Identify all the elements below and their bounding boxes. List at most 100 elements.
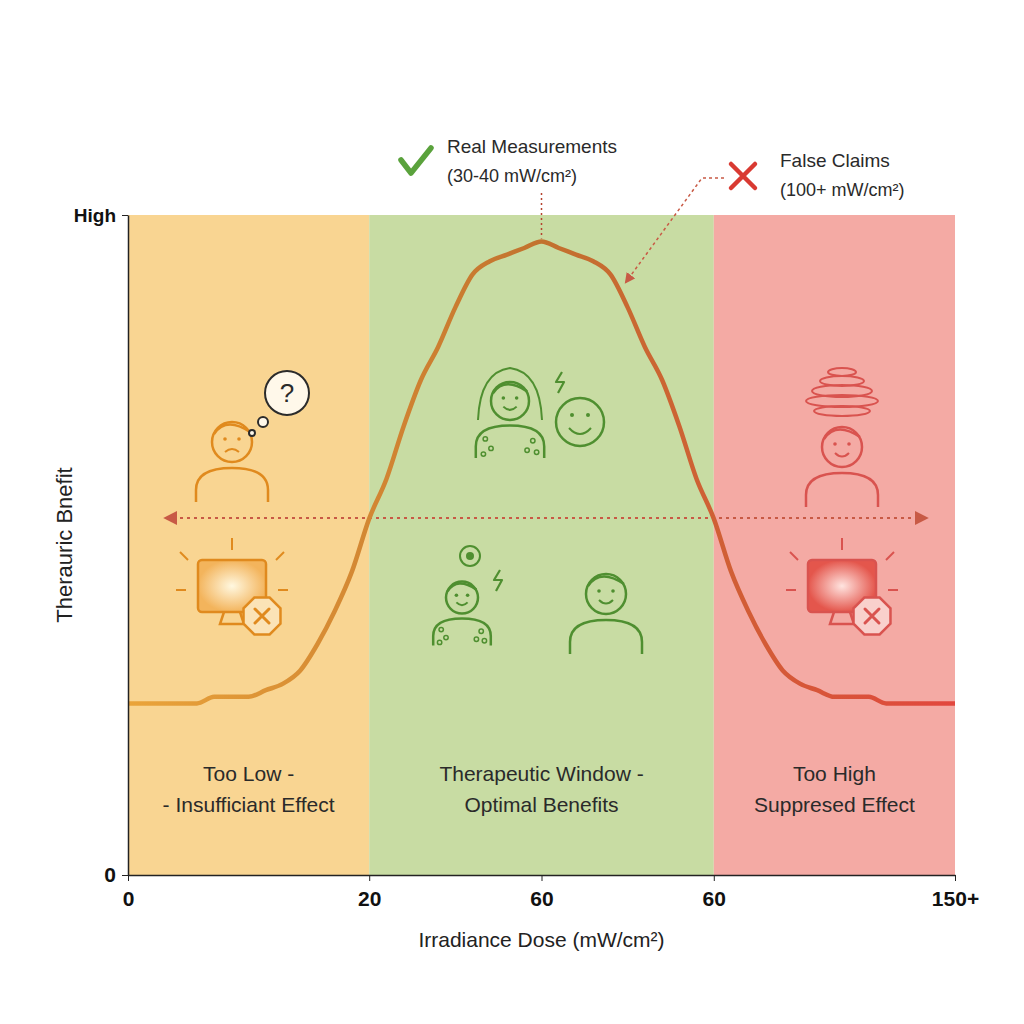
annotation-text: (30-40 mW/cm²): [447, 166, 577, 186]
icon-body: [196, 468, 268, 502]
icon-arc: [478, 368, 542, 420]
icon-hair: [448, 584, 477, 592]
icon-head: [212, 422, 252, 462]
icon-dot: [531, 439, 535, 443]
icon-mouth: [225, 449, 239, 452]
x-tick-label: 0: [123, 887, 135, 910]
icon-badge-x: [255, 609, 269, 623]
icon-swirl: [828, 368, 856, 376]
zone-band: [714, 215, 955, 875]
x-tick-label: 60: [703, 887, 726, 910]
thought-bubble: [258, 417, 268, 427]
icon-head: [491, 382, 529, 420]
icon-eye: [611, 589, 615, 593]
x-axis-title: Irradiance Dose (mW/cm²): [418, 928, 664, 951]
icon-eye: [847, 442, 851, 446]
icon-eye: [223, 437, 227, 441]
x-tick: 20: [358, 875, 381, 910]
x-tick: 60: [703, 875, 726, 910]
icon-head: [446, 582, 478, 614]
icon-eye: [455, 593, 459, 597]
icon-eye: [515, 396, 519, 400]
icon-bolt: [494, 570, 502, 591]
icon-badge-x: [865, 609, 879, 623]
chart-svg: 0 20 60 60 150+ 0 High Irradiance Dose (mW/cm²)…: [0, 0, 1024, 1024]
icon-ray: [231, 538, 233, 550]
annotation-pointer: [626, 178, 724, 282]
y-tick-mark: [122, 215, 128, 216]
icon-dot: [483, 437, 487, 441]
x-tick-mark: [128, 875, 129, 881]
icon-mouth: [569, 428, 591, 434]
icon-dot: [474, 637, 478, 641]
x-tick-label: 60: [530, 887, 553, 910]
thought-mark: ?: [280, 378, 294, 408]
icon-hair: [214, 424, 250, 434]
icon-badge: [244, 598, 281, 635]
y-tick-mark: [122, 875, 128, 876]
zone-label: - Insufficiant Effect: [163, 793, 335, 816]
icon-mouth: [503, 407, 516, 410]
weak-device: [176, 538, 288, 634]
icon-mouth: [456, 602, 467, 605]
annotation-text: (100+ mW/cm²): [780, 180, 905, 200]
zone-label: Therapeutic Window -: [439, 762, 643, 785]
y-tick: High: [74, 205, 128, 226]
icon-eye: [833, 442, 837, 446]
icon-ray: [180, 552, 188, 560]
icon-dot: [534, 450, 538, 454]
chart-root: 0 20 60 60 150+ 0 High Irradiance Dose (mW/cm²)…: [0, 0, 1024, 1024]
x-axis: 0 20 60 60 150+: [123, 875, 980, 910]
icon-hair: [588, 576, 624, 586]
x-tick-mark: [955, 875, 956, 881]
icon-body: [570, 620, 642, 654]
icon-dot: [482, 639, 486, 643]
icon-dot: [439, 627, 443, 631]
x-tick-label: 20: [358, 887, 381, 910]
icon-mouth: [835, 453, 849, 457]
y-tick-label: 0: [104, 863, 116, 886]
x-tick-label: 150+: [932, 887, 979, 910]
icon-mouth: [599, 600, 613, 604]
icon-badge: [854, 598, 891, 635]
plot-area: [128, 241, 955, 703]
zone-label: Too Low -: [203, 762, 294, 785]
benefit-curve: [128, 241, 955, 703]
thought-bubble: [249, 430, 255, 436]
range-arrow: [166, 517, 926, 519]
icon-stand: [220, 612, 244, 624]
x-tick: 150+: [932, 875, 979, 910]
zone-label: Suppresed Effect: [754, 793, 915, 816]
thought-bubble: [265, 371, 309, 415]
icon-ray: [841, 538, 843, 550]
x-tick-mark: [542, 875, 543, 881]
y-axis-line: [128, 216, 130, 876]
icon-hair: [824, 429, 860, 439]
zone-labels: Too Low - - Insufficiant Effect Therapeuti…: [163, 762, 915, 816]
happy-person: [570, 574, 642, 654]
x-icon: [731, 164, 755, 188]
zone-band: [369, 215, 714, 875]
icon-eye: [466, 593, 470, 597]
zones: [128, 215, 955, 875]
annotations: Real Measurements(30-40 mW/cm²)False Cla…: [280, 136, 905, 408]
zone-band: [128, 215, 369, 875]
icon-hair: [493, 384, 527, 393]
icon-dot: [437, 640, 441, 644]
y-axis: 0 High: [74, 205, 129, 887]
check-icon: [401, 148, 431, 173]
icon-ring-dot: [466, 552, 474, 560]
icon-ring: [460, 546, 480, 566]
energized-person: [476, 382, 544, 458]
icon-eye: [502, 396, 506, 400]
x-tick-mark: [369, 875, 370, 881]
overwhelmed-person: [806, 427, 878, 507]
icon-dot: [479, 629, 483, 633]
y-axis-title: Therauric Bnefit: [52, 467, 77, 622]
annotation-text: Real Measurements: [447, 136, 617, 157]
icon-ray: [276, 552, 284, 560]
icon-body: [433, 618, 491, 645]
icon-eye: [586, 413, 590, 417]
x-tick-mark: [714, 875, 715, 881]
annotation-pointer: [541, 193, 543, 238]
